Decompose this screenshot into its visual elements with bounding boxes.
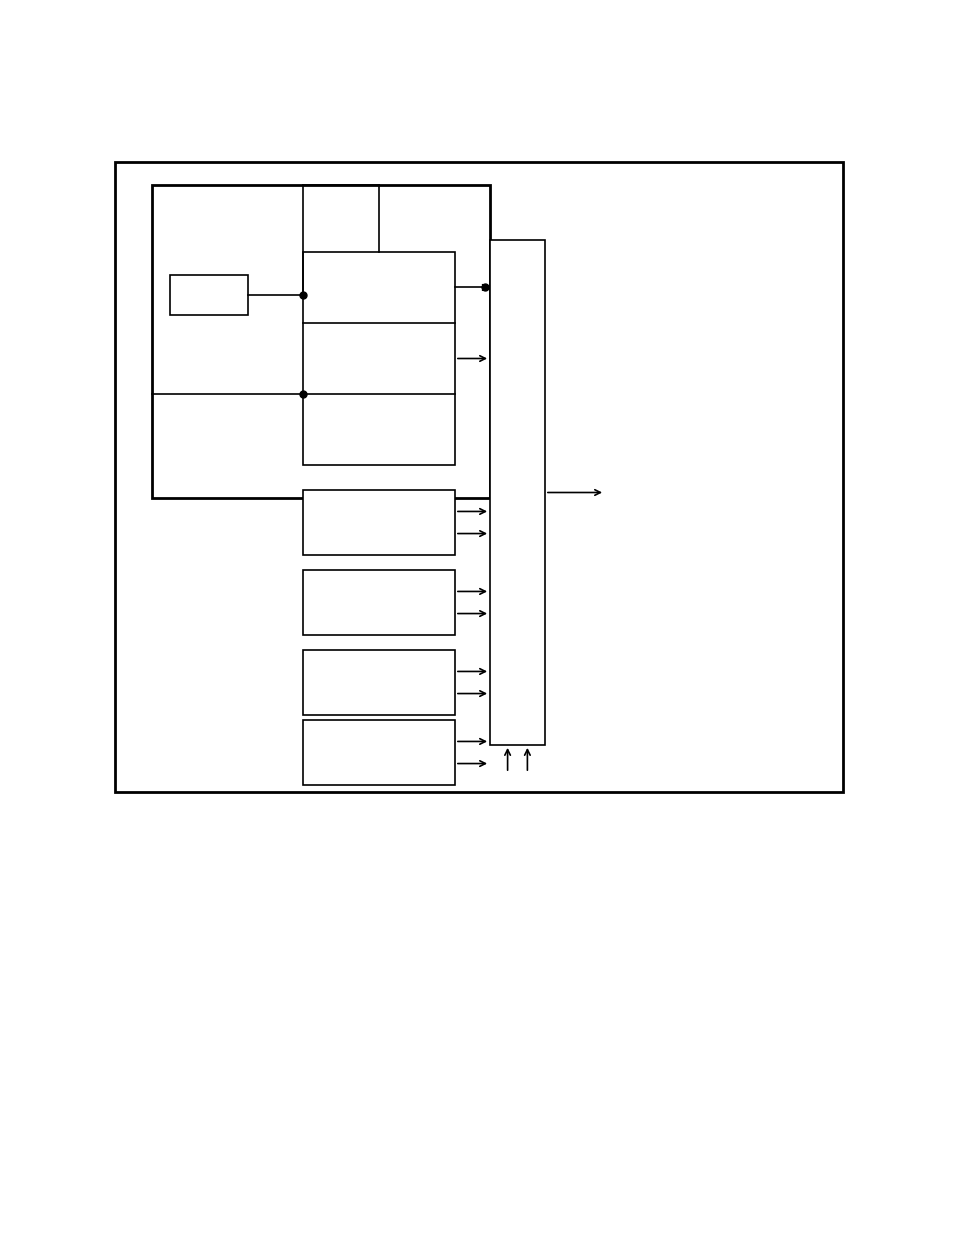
Bar bbox=[303, 490, 455, 555]
Bar bbox=[303, 720, 455, 785]
Bar bbox=[303, 252, 455, 466]
Bar bbox=[152, 185, 490, 498]
Bar bbox=[303, 650, 455, 715]
Bar bbox=[115, 162, 842, 792]
Bar bbox=[303, 571, 455, 635]
Bar bbox=[490, 240, 544, 745]
Bar bbox=[170, 275, 248, 315]
